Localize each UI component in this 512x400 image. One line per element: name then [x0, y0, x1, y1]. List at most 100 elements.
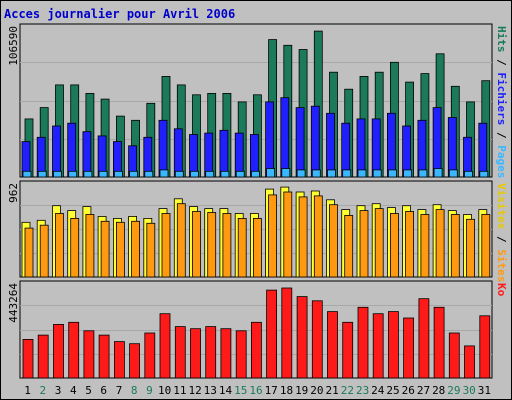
bar-pages-day-10 — [159, 169, 169, 178]
bar-ko-day-26 — [403, 317, 415, 379]
bar-ko-day-31 — [479, 315, 491, 379]
legend-ko: Ko — [495, 283, 508, 297]
bar-sites-day-4 — [70, 217, 80, 278]
day-label-21: 21 — [325, 384, 338, 397]
bar-ko-day-18 — [281, 287, 293, 379]
bar-fichiers-day-11 — [173, 128, 183, 178]
bar-ko-day-30 — [464, 345, 475, 379]
bar-ko-day-9 — [144, 332, 156, 379]
bar-fichiers-day-16 — [249, 134, 259, 178]
legend-sites: Sites — [495, 249, 508, 282]
bar-pages-day-21 — [327, 169, 336, 178]
bar-ko-day-13 — [205, 326, 217, 379]
bar-pages-day-11 — [174, 170, 184, 178]
bar-fichiers-day-14 — [219, 129, 229, 178]
day-label-2: 2 — [39, 384, 46, 397]
bar-fichiers-day-24 — [371, 118, 381, 178]
bar-sites-day-9 — [146, 222, 156, 278]
bar-sites-day-18 — [283, 191, 293, 278]
day-label-3: 3 — [55, 384, 62, 397]
bar-pages-day-25 — [387, 169, 397, 178]
bar-fichiers-day-19 — [295, 107, 305, 178]
bar-sites-day-21 — [329, 204, 338, 278]
bar-pages-day-12 — [190, 170, 199, 178]
bar-ko-day-24 — [372, 313, 384, 379]
legend-pages-fichiers-hits: Hits / Fichiers / Pages — [495, 26, 508, 178]
bar-pages-day-16 — [250, 170, 260, 178]
bar-pages-day-27 — [418, 169, 428, 178]
day-label-27: 27 — [417, 384, 430, 397]
bar-sites-day-2 — [39, 224, 49, 278]
bar-ko-day-12 — [190, 328, 201, 379]
bar-pages-day-14 — [220, 170, 230, 178]
bar-fichiers-day-29 — [447, 117, 457, 178]
bar-fichiers-day-23 — [356, 118, 366, 178]
bar-pages-day-15 — [235, 170, 245, 178]
bar-pages-day-18 — [281, 168, 291, 178]
legend-ko: Ko — [495, 283, 508, 297]
bar-ko-day-4 — [68, 321, 80, 379]
bar-pages-day-28 — [433, 168, 443, 178]
bar-sites-day-10 — [161, 213, 171, 278]
bar-ko-day-14 — [220, 328, 232, 379]
day-label-7: 7 — [116, 384, 123, 397]
legend-separator: / — [495, 125, 508, 145]
bar-ko-day-25 — [387, 311, 399, 379]
bar-fichiers-day-3 — [52, 125, 61, 178]
bar-fichiers-day-18 — [280, 97, 290, 178]
day-label-26: 26 — [402, 384, 415, 397]
day-label-5: 5 — [85, 384, 92, 397]
bar-ko-day-23 — [357, 306, 369, 379]
bar-fichiers-day-15 — [234, 132, 244, 178]
day-label-11: 11 — [173, 384, 186, 397]
bar-fichiers-day-26 — [402, 125, 412, 178]
bar-sites-day-19 — [298, 196, 308, 278]
bar-sites-day-20 — [313, 195, 323, 278]
day-label-12: 12 — [188, 384, 201, 397]
bar-fichiers-day-31 — [478, 122, 488, 178]
day-label-23: 23 — [356, 384, 369, 397]
bar-sites-day-1 — [24, 227, 34, 278]
day-label-10: 10 — [158, 384, 171, 397]
bar-sites-day-15 — [237, 217, 247, 278]
bar-ko-day-16 — [250, 321, 262, 379]
day-label-16: 16 — [249, 384, 262, 397]
bar-ko-day-3 — [53, 323, 64, 379]
day-label-20: 20 — [310, 384, 323, 397]
bar-sites-day-5 — [85, 214, 95, 278]
day-label-15: 15 — [234, 384, 247, 397]
bar-pages-day-19 — [296, 169, 306, 178]
bar-sites-day-29 — [450, 214, 460, 278]
bar-ko-day-20 — [311, 300, 323, 379]
bar-sites-day-27 — [420, 214, 430, 278]
bar-ko-day-8 — [129, 343, 141, 379]
bar-sites-day-23 — [359, 210, 369, 278]
bar-pages-day-13 — [205, 170, 215, 178]
day-label-13: 13 — [204, 384, 217, 397]
bar-sites-day-31 — [481, 214, 491, 278]
bar-pages-day-30 — [464, 170, 473, 178]
bar-pages-day-7 — [114, 170, 123, 178]
bar-pages-day-9 — [144, 170, 154, 178]
legend-pages: Pages — [495, 145, 508, 178]
bar-fichiers-day-17 — [265, 101, 275, 178]
day-label-29: 29 — [447, 384, 460, 397]
bar-ko-day-27 — [418, 298, 430, 379]
bar-sites-day-3 — [55, 213, 64, 278]
bar-fichiers-day-25 — [386, 112, 396, 178]
bar-fichiers-day-5 — [82, 131, 92, 178]
bar-fichiers-day-20 — [310, 105, 320, 178]
day-label-28: 28 — [432, 384, 445, 397]
day-label-14: 14 — [219, 384, 233, 397]
bar-pages-day-3 — [53, 170, 62, 178]
axis-max-pages-fichiers-hits: 106590 — [7, 26, 20, 66]
bar-sites-day-26 — [405, 211, 415, 278]
bar-pages-day-31 — [479, 170, 489, 178]
bar-fichiers-day-12 — [189, 134, 198, 178]
bar-fichiers-day-22 — [341, 122, 351, 178]
day-label-18: 18 — [280, 384, 293, 397]
bar-sites-day-11 — [176, 203, 186, 278]
bar-pages-day-22 — [342, 169, 352, 178]
day-label-4: 4 — [70, 384, 77, 397]
bar-pages-day-2 — [37, 170, 47, 178]
